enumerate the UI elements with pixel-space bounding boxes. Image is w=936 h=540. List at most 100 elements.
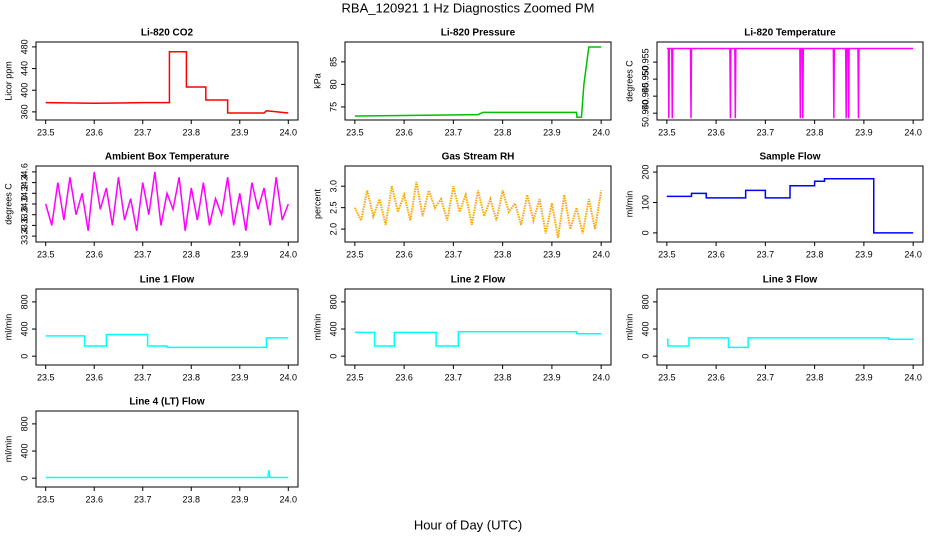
x-tick-label: 24.0 (592, 249, 610, 259)
x-tick-label: 23.5 (346, 127, 364, 137)
y-tick-label: 400 (19, 322, 29, 337)
y-tick-label: 440 (19, 61, 29, 76)
x-tick-label: 23.5 (346, 372, 364, 382)
x-tick-label: 23.8 (182, 372, 200, 382)
data-line (354, 331, 602, 347)
panel-title: Li-820 CO2 (141, 28, 194, 39)
x-tick-label: 23.8 (494, 127, 512, 137)
x-tick-label: 23.5 (37, 494, 55, 504)
data-line (666, 178, 914, 234)
x-tick-label: 23.7 (757, 127, 775, 137)
x-tick-label: 23.5 (658, 372, 676, 382)
x-tick-label: 23.9 (543, 249, 561, 259)
y-tick-label: 100 (640, 195, 650, 210)
x-tick-label: 23.9 (231, 249, 249, 259)
x-tick-label: 23.8 (494, 372, 512, 382)
x-tick-label: 24.0 (280, 494, 298, 504)
panel-title: Li-820 Pressure (441, 28, 516, 39)
y-axis-label: ml/min (3, 436, 13, 463)
y-axis-label: ml/min (624, 191, 634, 218)
y-tick-label: 0 (328, 354, 338, 359)
y-tick-label: 360 (19, 104, 29, 119)
x-tick-label: 23.7 (134, 249, 152, 259)
x-tick-label: 23.6 (707, 372, 725, 382)
y-tick-label: 33.8 (19, 206, 29, 224)
plot-frame (344, 41, 612, 121)
y-tick-label: 0 (19, 354, 29, 359)
x-tick-label: 24.0 (280, 372, 298, 382)
x-tick-label: 23.8 (806, 127, 824, 137)
x-tick-label: 23.7 (445, 127, 463, 137)
y-tick-label: 200 (640, 165, 650, 180)
plot-frame (656, 288, 924, 366)
data-line (666, 337, 914, 349)
panel-title: Line 1 Flow (140, 275, 195, 286)
y-tick-label: 0 (640, 230, 650, 235)
y-tick-label: 400 (19, 83, 29, 98)
x-tick-label: 24.0 (904, 127, 922, 137)
x-tick-label: 23.8 (806, 372, 824, 382)
x-tick-label: 23.7 (445, 372, 463, 382)
x-tick-label: 24.0 (592, 372, 610, 382)
y-tick-label: 75 (328, 102, 338, 112)
panel-title: Line 4 (LT) Flow (129, 397, 205, 408)
y-tick-label: 50.950 (640, 65, 650, 93)
y-axis-label: ml/min (312, 314, 322, 341)
x-tick-label: 24.0 (904, 249, 922, 259)
x-tick-label: 23.8 (494, 249, 512, 259)
x-tick-label: 23.9 (855, 372, 873, 382)
y-tick-label: 34.6 (19, 163, 29, 181)
data-line (45, 469, 289, 479)
y-tick-label: 34.2 (19, 185, 29, 203)
y-axis-label: degrees C (3, 183, 13, 225)
y-tick-label: 400 (328, 322, 338, 337)
x-tick-label: 24.0 (904, 372, 922, 382)
x-tick-label: 23.7 (134, 494, 152, 504)
x-tick-label: 24.0 (280, 249, 298, 259)
x-tick-label: 23.8 (182, 249, 200, 259)
plot-frame (344, 288, 612, 366)
x-tick-label: 23.9 (231, 494, 249, 504)
y-tick-label: 2.0 (328, 223, 338, 236)
x-tick-label: 23.9 (855, 249, 873, 259)
y-tick-label: 3.0 (328, 180, 338, 193)
x-tick-label: 23.6 (395, 372, 413, 382)
y-tick-label: 50.945 (640, 82, 650, 110)
panel-title: Li-820 Temperature (744, 28, 836, 39)
panel-title: Gas Stream RH (442, 152, 515, 163)
y-tick-label: 800 (328, 294, 338, 309)
x-tick-label: 23.5 (346, 249, 364, 259)
x-tick-label: 24.0 (280, 127, 298, 137)
y-tick-label: 80 (328, 79, 338, 89)
plot-frame (656, 41, 924, 121)
chart-title: RBA_120921 1 Hz Diagnostics Zoomed PM (342, 0, 595, 15)
x-tick-label: 23.8 (806, 249, 824, 259)
x-tick-label: 23.9 (543, 372, 561, 382)
x-tick-label: 23.6 (85, 249, 103, 259)
x-tick-label: 23.8 (182, 127, 200, 137)
plot-frame (35, 288, 299, 366)
x-tick-label: 23.9 (855, 127, 873, 137)
x-tick-label: 23.5 (658, 127, 676, 137)
x-tick-label: 23.9 (231, 127, 249, 137)
panel-title: Line 2 Flow (451, 275, 506, 286)
x-tick-label: 23.5 (37, 372, 55, 382)
x-tick-label: 23.6 (707, 127, 725, 137)
y-axis-label: Licor ppm (3, 61, 13, 101)
panel-title: Ambient Box Temperature (105, 152, 230, 163)
x-tick-label: 23.9 (231, 372, 249, 382)
data-line (353, 181, 603, 238)
y-tick-label: 0 (19, 476, 29, 481)
y-tick-label: 50.940 (640, 99, 650, 127)
x-tick-label: 23.7 (445, 249, 463, 259)
y-tick-label: 400 (640, 322, 650, 337)
y-tick-label: 33.4 (19, 227, 29, 245)
plot-frame (35, 410, 299, 488)
data-line (666, 47, 914, 119)
x-tick-label: 23.5 (37, 127, 55, 137)
y-axis-label: ml/min (624, 314, 634, 341)
y-tick-label: 800 (19, 294, 29, 309)
data-line (45, 333, 289, 349)
x-tick-label: 23.9 (543, 127, 561, 137)
